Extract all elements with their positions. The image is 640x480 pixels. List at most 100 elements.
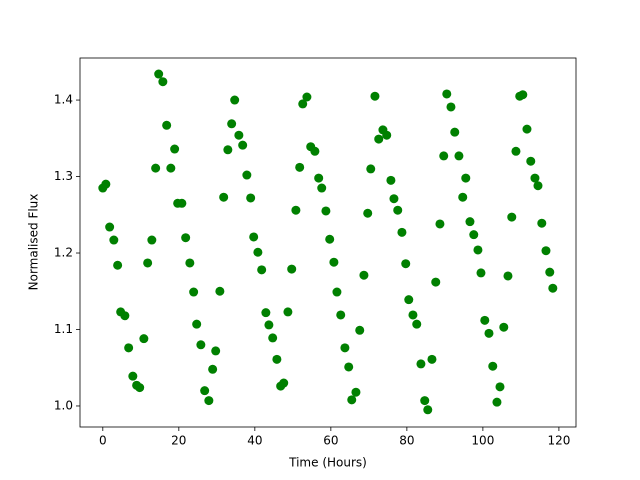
point bbox=[238, 140, 248, 150]
x-axis-label: Time (Hours) bbox=[288, 456, 367, 470]
point bbox=[128, 371, 138, 381]
point bbox=[427, 354, 437, 364]
point bbox=[332, 287, 342, 297]
point bbox=[446, 102, 456, 112]
point bbox=[264, 320, 274, 330]
point bbox=[458, 192, 468, 202]
point bbox=[234, 130, 244, 140]
y-tick-label: 1.4 bbox=[54, 93, 73, 107]
point bbox=[147, 235, 157, 245]
y-tick-label: 1.2 bbox=[54, 246, 73, 260]
point bbox=[495, 382, 505, 392]
point bbox=[537, 218, 547, 228]
x-tick-label: 80 bbox=[399, 434, 414, 448]
point bbox=[435, 219, 445, 229]
point bbox=[257, 265, 267, 275]
point bbox=[166, 163, 176, 173]
point bbox=[261, 308, 271, 318]
point bbox=[317, 183, 327, 193]
point bbox=[530, 173, 540, 183]
x-tick-label: 40 bbox=[247, 434, 262, 448]
point bbox=[488, 361, 498, 371]
point bbox=[177, 198, 187, 208]
point bbox=[143, 258, 153, 268]
point bbox=[189, 287, 199, 297]
point bbox=[416, 359, 426, 369]
point bbox=[208, 364, 218, 374]
point bbox=[351, 387, 361, 397]
point bbox=[499, 322, 509, 332]
point bbox=[215, 286, 225, 296]
point bbox=[113, 260, 123, 270]
point bbox=[423, 405, 433, 415]
point bbox=[272, 354, 282, 364]
point bbox=[526, 156, 536, 166]
point bbox=[344, 362, 354, 372]
point bbox=[359, 270, 369, 280]
y-tick-label: 1.1 bbox=[54, 322, 73, 336]
point bbox=[518, 90, 528, 100]
point bbox=[295, 162, 305, 172]
point bbox=[139, 334, 149, 344]
point bbox=[469, 230, 479, 240]
point bbox=[450, 127, 460, 137]
point bbox=[211, 346, 221, 356]
point bbox=[298, 99, 308, 109]
y-tick-label: 1.0 bbox=[54, 398, 73, 412]
point bbox=[196, 340, 206, 350]
point bbox=[170, 144, 180, 154]
point bbox=[109, 235, 119, 245]
point bbox=[397, 227, 407, 237]
point bbox=[279, 378, 289, 388]
x-tick-label: 0 bbox=[99, 434, 107, 448]
point bbox=[355, 325, 365, 335]
point bbox=[310, 146, 320, 156]
point bbox=[533, 181, 543, 191]
point bbox=[522, 124, 532, 134]
x-tick-label: 20 bbox=[171, 434, 186, 448]
point bbox=[283, 307, 293, 317]
point bbox=[227, 119, 237, 129]
point bbox=[158, 77, 168, 87]
point bbox=[249, 232, 259, 242]
point bbox=[253, 247, 263, 257]
point bbox=[340, 343, 350, 353]
point bbox=[404, 295, 414, 305]
point bbox=[393, 205, 403, 215]
point bbox=[480, 315, 490, 325]
point bbox=[120, 311, 130, 321]
point bbox=[473, 245, 483, 255]
point bbox=[192, 319, 202, 329]
x-tick-label: 60 bbox=[323, 434, 338, 448]
point bbox=[151, 163, 161, 173]
point bbox=[242, 170, 252, 180]
point bbox=[382, 130, 392, 140]
axes-frame bbox=[79, 57, 577, 428]
point bbox=[101, 179, 111, 189]
point bbox=[185, 258, 195, 268]
point bbox=[492, 397, 502, 407]
point bbox=[321, 206, 331, 216]
y-axis-label: Normalised Flux bbox=[27, 194, 41, 291]
point bbox=[347, 395, 357, 405]
point bbox=[431, 277, 441, 287]
point bbox=[366, 164, 376, 174]
point bbox=[154, 69, 164, 79]
point bbox=[548, 283, 558, 293]
point bbox=[541, 246, 551, 256]
point bbox=[442, 89, 452, 99]
point bbox=[465, 217, 475, 227]
point bbox=[374, 134, 384, 144]
point bbox=[401, 259, 411, 269]
point bbox=[135, 383, 145, 393]
point bbox=[389, 194, 399, 204]
point bbox=[162, 120, 172, 130]
point bbox=[329, 257, 339, 267]
point bbox=[336, 310, 346, 320]
point bbox=[545, 267, 555, 277]
point bbox=[484, 328, 494, 338]
point bbox=[302, 92, 312, 102]
point bbox=[200, 386, 210, 396]
